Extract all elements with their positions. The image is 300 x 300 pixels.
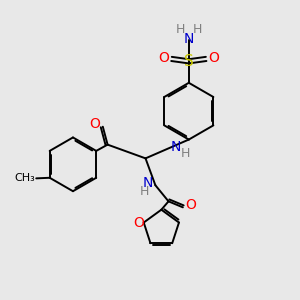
Text: H: H [176,22,185,36]
Text: H: H [181,147,190,160]
Text: N: N [143,176,153,190]
Text: O: O [89,117,100,131]
Text: N: N [184,32,194,46]
Text: O: O [185,198,196,212]
Text: O: O [133,216,144,230]
Text: H: H [139,185,149,198]
Text: O: O [158,51,169,65]
Text: CH₃: CH₃ [14,173,35,183]
Text: H: H [193,22,202,36]
Text: O: O [208,51,219,65]
Text: N: N [170,140,181,154]
Text: S: S [184,54,194,69]
